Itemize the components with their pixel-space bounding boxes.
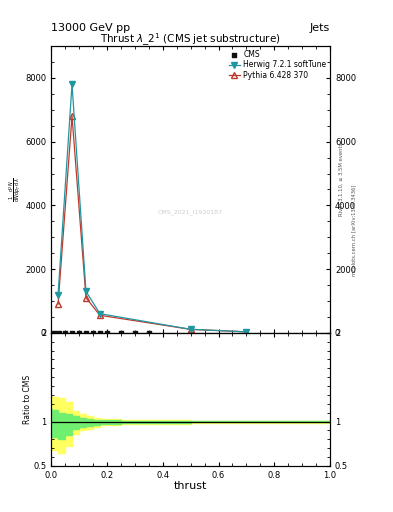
Line: Pythia 6.428 370: Pythia 6.428 370	[55, 113, 249, 335]
CMS	[62, 329, 68, 337]
Herwig 7.2.1 softTune	[56, 291, 61, 297]
Text: 13000 GeV pp: 13000 GeV pp	[51, 23, 130, 33]
Text: mcplots.cern.ch [arXiv:1306.3436]: mcplots.cern.ch [arXiv:1306.3436]	[352, 185, 357, 276]
CMS	[76, 329, 82, 337]
Text: Jets: Jets	[310, 23, 330, 33]
X-axis label: thrust: thrust	[174, 481, 207, 491]
CMS	[83, 329, 89, 337]
Line: Herwig 7.2.1 softTune: Herwig 7.2.1 softTune	[55, 81, 249, 335]
Pythia 6.428 370	[84, 295, 88, 301]
Herwig 7.2.1 softTune	[244, 329, 249, 335]
CMS	[97, 329, 103, 337]
CMS	[51, 329, 57, 337]
Title: Thrust $\lambda$_2$^1$ (CMS jet substructure): Thrust $\lambda$_2$^1$ (CMS jet substruc…	[100, 32, 281, 48]
Herwig 7.2.1 softTune	[70, 81, 74, 88]
Y-axis label: $\frac{1}{\mathrm{d}N}\frac{\mathrm{d}^2N}{\mathrm{d}p_T\,\mathrm{d}\lambda}$: $\frac{1}{\mathrm{d}N}\frac{\mathrm{d}^2…	[7, 177, 24, 202]
CMS	[69, 329, 75, 337]
Text: Rivet 3.1.10, ≥ 3.5M events: Rivet 3.1.10, ≥ 3.5M events	[339, 142, 344, 216]
CMS	[118, 329, 124, 337]
CMS	[145, 329, 152, 337]
Herwig 7.2.1 softTune	[188, 326, 193, 332]
Text: CMS_2021_I1920187: CMS_2021_I1920187	[158, 209, 223, 215]
Pythia 6.428 370	[97, 312, 102, 318]
Pythia 6.428 370	[188, 326, 193, 332]
CMS	[132, 329, 138, 337]
Y-axis label: Ratio to CMS: Ratio to CMS	[23, 375, 32, 424]
CMS	[56, 329, 62, 337]
Pythia 6.428 370	[244, 329, 249, 335]
Legend: CMS, Herwig 7.2.1 softTune, Pythia 6.428 370: CMS, Herwig 7.2.1 softTune, Pythia 6.428…	[227, 48, 328, 81]
CMS	[104, 329, 110, 337]
Herwig 7.2.1 softTune	[97, 311, 102, 317]
Pythia 6.428 370	[56, 301, 61, 307]
Pythia 6.428 370	[70, 113, 74, 119]
CMS	[90, 329, 96, 337]
Herwig 7.2.1 softTune	[84, 288, 88, 294]
